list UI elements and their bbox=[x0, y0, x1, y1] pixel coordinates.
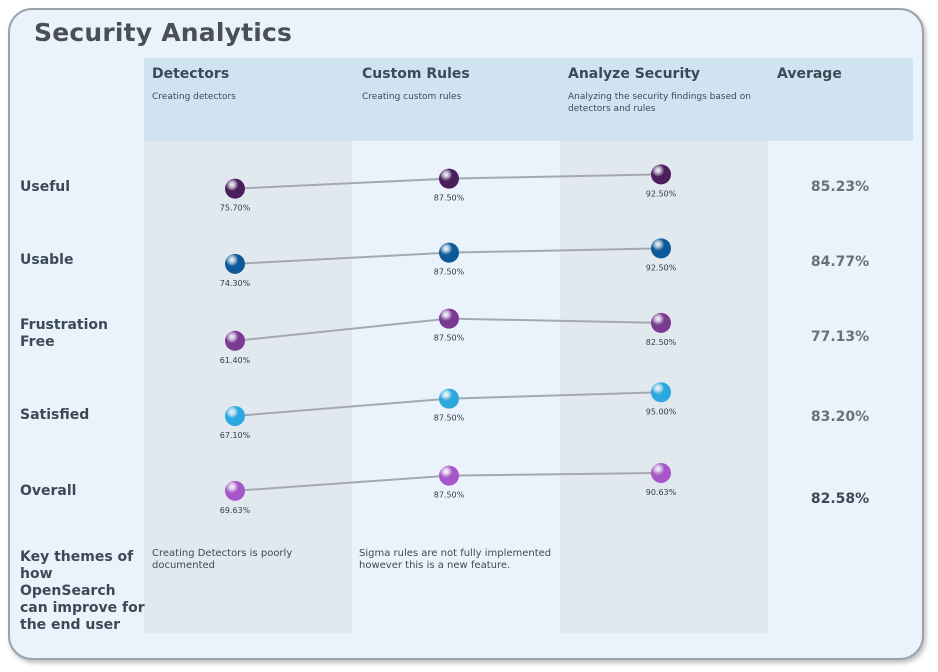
column-header-average: Average bbox=[777, 66, 897, 82]
row-label-key-themes: Key themes of how OpenSearch can improve… bbox=[20, 549, 145, 633]
point-satisfied-detectors bbox=[225, 405, 245, 426]
average-usable: 84.77% bbox=[810, 254, 870, 270]
point-label-frustration-free-custom-rules: 87.50% bbox=[434, 334, 465, 343]
point-label-useful-detectors: 75.70% bbox=[220, 204, 251, 213]
point-frustration-free-analyze-security bbox=[651, 312, 671, 333]
point-label-overall-analyze-security: 90.63% bbox=[646, 488, 677, 497]
row-label-frustration-free: Frustration Free bbox=[20, 317, 108, 350]
point-useful-detectors bbox=[225, 178, 245, 199]
header-band bbox=[144, 58, 913, 141]
point-overall-custom-rules bbox=[439, 465, 459, 486]
row-label-satisfied: Satisfied bbox=[20, 407, 90, 423]
point-usable-custom-rules bbox=[439, 242, 459, 263]
column-header-custom-rules: Custom Rules Creating custom rules bbox=[362, 66, 562, 103]
point-label-usable-analyze-security: 92.50% bbox=[646, 263, 677, 272]
point-overall-analyze-security bbox=[651, 462, 671, 483]
point-usable-detectors bbox=[225, 253, 245, 274]
average-useful: 85.23% bbox=[810, 179, 870, 195]
point-label-usable-custom-rules: 87.50% bbox=[434, 268, 465, 277]
point-label-frustration-free-detectors: 61.40% bbox=[220, 356, 251, 365]
column-subtitle: Creating detectors bbox=[152, 92, 236, 102]
chart-title: Security Analytics bbox=[34, 18, 293, 47]
column-subtitle: Creating custom rules bbox=[362, 92, 462, 102]
point-label-useful-custom-rules: 87.50% bbox=[434, 194, 465, 203]
row-label-useful: Useful bbox=[20, 179, 71, 195]
point-useful-analyze-security bbox=[651, 164, 671, 185]
column-subtitle: Analyzing the security findings based on… bbox=[568, 92, 751, 114]
point-label-satisfied-analyze-security: 95.00% bbox=[646, 407, 677, 416]
column-header-analyze-security: Analyze Security Analyzing the security … bbox=[568, 66, 758, 115]
average-satisfied: 83.20% bbox=[810, 409, 870, 425]
column-header-detectors: Detectors Creating detectors bbox=[152, 66, 352, 103]
detectors-column-bg bbox=[144, 141, 352, 633]
point-label-satisfied-detectors: 67.10% bbox=[220, 431, 251, 440]
column-name: Custom Rules bbox=[362, 66, 470, 82]
point-satisfied-custom-rules bbox=[439, 388, 459, 409]
theme-detectors: Creating Detectors is poorly documented bbox=[152, 548, 293, 571]
point-label-satisfied-custom-rules: 87.50% bbox=[434, 414, 465, 423]
point-useful-custom-rules bbox=[439, 168, 459, 189]
point-label-overall-custom-rules: 87.50% bbox=[434, 491, 465, 500]
column-name: Analyze Security bbox=[568, 66, 701, 82]
point-label-overall-detectors: 69.63% bbox=[220, 506, 251, 515]
point-label-usable-detectors: 74.30% bbox=[220, 279, 251, 288]
average-header: Average bbox=[777, 66, 842, 82]
point-overall-detectors bbox=[225, 480, 245, 501]
column-name: Detectors bbox=[152, 66, 230, 82]
point-satisfied-analyze-security bbox=[651, 382, 671, 403]
theme-custom-rules: Sigma rules are not fully implemented ho… bbox=[359, 548, 552, 571]
point-label-frustration-free-analyze-security: 82.50% bbox=[646, 338, 677, 347]
row-label-overall: Overall bbox=[20, 483, 77, 499]
dot-plot: 75.70% 87.50% 92.50% 74.30% 87.50% 92.50% 61.4… bbox=[220, 164, 677, 515]
point-frustration-free-custom-rules bbox=[439, 308, 459, 329]
average-frustration-free: 77.13% bbox=[810, 329, 870, 345]
point-frustration-free-detectors bbox=[225, 330, 245, 351]
average-overall: 82.58% bbox=[810, 491, 870, 507]
chart-card: Security Analytics Detectors Creating de… bbox=[8, 8, 924, 660]
point-label-useful-analyze-security: 92.50% bbox=[646, 189, 677, 198]
point-usable-analyze-security bbox=[651, 238, 671, 259]
row-label-usable: Usable bbox=[20, 252, 74, 268]
